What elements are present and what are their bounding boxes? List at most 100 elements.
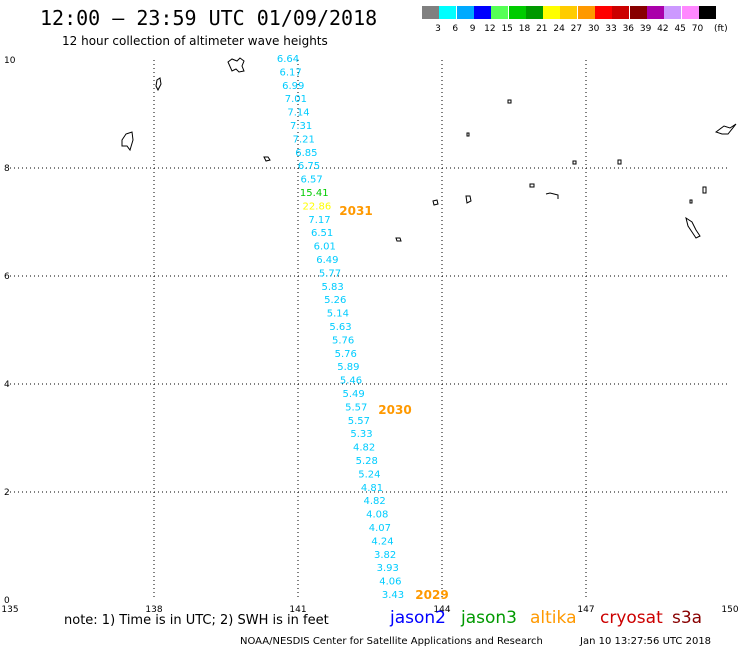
wave-height-label: 4.08: [366, 510, 388, 521]
wave-height-label: 3.43: [382, 590, 404, 601]
legend-label: 39: [639, 24, 652, 34]
legend-label: 9: [469, 24, 476, 34]
wave-height-label: 5.76: [335, 349, 357, 360]
island-outline: [529, 183, 535, 188]
wave-height-label: 5.57: [348, 416, 370, 427]
island-outline: [545, 192, 559, 199]
footer-note: note: 1) Time is in UTC; 2) SWH is in fe…: [64, 613, 329, 628]
wave-height-label: 5.46: [340, 376, 362, 387]
island-outline: [702, 186, 707, 194]
legend-swatch: [646, 6, 664, 19]
lat-tick-label: 10: [4, 56, 16, 66]
lat-tick-label: 4: [4, 380, 10, 390]
satellite-name: jason2: [390, 608, 446, 628]
wave-height-label: 5.26: [324, 295, 346, 306]
wave-height-label: 5.28: [356, 456, 378, 467]
lon-tick-label: 147: [577, 605, 594, 615]
legend-label: 27: [570, 24, 583, 34]
wave-height-label: 6.49: [316, 255, 338, 266]
wave-height-label: 5.33: [350, 429, 372, 440]
lon-tick-label: 150: [721, 605, 738, 615]
wave-height-label: 5.83: [321, 282, 343, 293]
satellite-name: altika: [530, 608, 577, 628]
lon-tick-label: 135: [1, 605, 18, 615]
legend-label: 45: [674, 24, 686, 34]
timestamp: Jan 10 13:27:56 UTC 2018: [580, 636, 712, 647]
wave-height-label: 5.89: [337, 362, 359, 373]
legend-label: 21: [536, 24, 548, 34]
wave-height-label: 7.31: [290, 121, 312, 132]
wave-height-label: 22.86: [303, 201, 332, 212]
island-outline: [227, 57, 245, 73]
island-outline: [507, 99, 512, 104]
wave-height-label: 7.01: [285, 94, 307, 105]
legend-label: 30: [587, 24, 600, 34]
wave-height-label: 5.49: [342, 389, 364, 400]
wave-height-label: 6.57: [300, 175, 322, 186]
wave-height-label: 4.06: [379, 577, 401, 588]
island-outline: [572, 160, 577, 165]
satellite-name: s3a: [672, 608, 703, 628]
wave-height-label: 15.41: [300, 188, 329, 199]
wave-height-label: 4.07: [369, 523, 391, 534]
wave-height-label: 4.24: [371, 536, 393, 547]
legend-label: 70: [691, 24, 704, 34]
graticule-grid: [10, 60, 730, 600]
wave-height-label: 6.17: [279, 67, 301, 78]
lat-tick-label: 8: [4, 164, 10, 174]
legend-label: 12: [484, 24, 496, 34]
wave-height-label: 5.57: [345, 402, 367, 413]
legend-swatch: [595, 6, 612, 19]
pass-time-label: 2029: [415, 588, 448, 602]
legend-swatch: [681, 6, 699, 19]
legend-label: 33: [605, 24, 617, 34]
legend-swatch: [664, 6, 682, 19]
island-outline: [395, 237, 402, 242]
wave-height-label: 4.82: [353, 443, 375, 454]
pass-time-labels: 2031 2030 2029: [339, 204, 448, 602]
wave-height-label: 6.51: [311, 228, 333, 239]
legend-swatch: [525, 6, 543, 19]
wave-height-label: 6.99: [282, 81, 304, 92]
island-outline: [432, 199, 439, 206]
island-outline: [155, 77, 162, 92]
legend-swatch: [577, 6, 595, 19]
island-outline: [617, 159, 622, 165]
legend-swatch: [698, 6, 716, 19]
legend-label: 42: [657, 24, 669, 34]
axis-labels: 135 138 141 144 147 150 0 2 4 6 8 10: [1, 56, 738, 615]
legend-swatch: [543, 6, 561, 19]
wave-height-label: 7.17: [308, 215, 330, 226]
legend-unit: (ft): [714, 24, 728, 34]
credit-line: NOAA/NESDIS Center for Satellite Applica…: [240, 636, 543, 647]
island-outline: [121, 131, 134, 152]
satellite-name: cryosat: [600, 608, 663, 628]
legend-label: 6: [452, 24, 459, 34]
altimeter-track: 6.64 6.17 6.99 7.01 7.14 7.31 7.21 6.85 6.75 6.57…: [277, 54, 404, 601]
map-subtitle: 12 hour collection of altimeter wave hei…: [62, 34, 328, 48]
lon-tick-label: 138: [145, 605, 162, 615]
wave-height-label: 6.85: [295, 148, 317, 159]
wave-height-label: 5.77: [319, 268, 341, 279]
legend-label: 18: [518, 24, 531, 34]
wave-height-label: 6.75: [298, 161, 320, 172]
legend-swatch: [456, 6, 474, 19]
wave-height-label: 6.64: [277, 54, 299, 65]
legend-swatch: [508, 6, 526, 19]
wave-height-label: 3.93: [377, 563, 399, 574]
legend-swatch: [560, 6, 578, 19]
island-outline: [263, 156, 271, 162]
legend-swatch: [422, 6, 439, 19]
lat-tick-label: 0: [4, 596, 10, 606]
wave-height-label: 5.14: [327, 309, 349, 320]
lon-tick-label: 141: [289, 605, 306, 615]
island-outline: [466, 132, 470, 137]
lat-tick-label: 2: [4, 488, 10, 498]
legend-label: 3: [435, 24, 441, 34]
satellite-name: jason3: [461, 608, 517, 628]
legend-label: 36: [622, 24, 635, 34]
wave-height-label: 6.01: [314, 242, 336, 253]
legend-swatch: [612, 6, 630, 19]
pass-time-label: 2030: [378, 403, 411, 417]
